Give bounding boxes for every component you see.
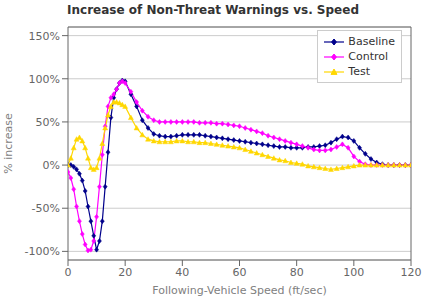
svg-text:100: 100 — [343, 266, 364, 279]
html-text:Increase of Non-Threat Warning: Increase of Non-Threat Warnings vs. Spee… — [67, 3, 359, 17]
svg-text:100%: 100% — [29, 73, 60, 86]
svg-text:Following-Vehicle Speed (ft/se: Following-Vehicle Speed (ft/sec) — [152, 284, 326, 297]
svg-text:80: 80 — [290, 266, 304, 279]
html-text:Test: Test — [348, 65, 370, 78]
svg-text:-50%: -50% — [32, 202, 60, 215]
svg-text:50%: 50% — [36, 116, 60, 129]
svg-text:0: 0 — [65, 266, 72, 279]
svg-text:120: 120 — [401, 266, 419, 279]
html-text:Control: Control — [348, 50, 389, 63]
html-text:Baseline: Baseline — [348, 35, 395, 48]
svg-text:150%: 150% — [29, 30, 60, 43]
svg-text:40: 40 — [175, 266, 189, 279]
svg-text:20: 20 — [118, 266, 132, 279]
svg-text:% increase: % increase — [8, 113, 15, 174]
svg-text:60: 60 — [233, 266, 247, 279]
svg-text:-100%: -100% — [25, 245, 60, 258]
svg-text:0%: 0% — [43, 159, 60, 172]
